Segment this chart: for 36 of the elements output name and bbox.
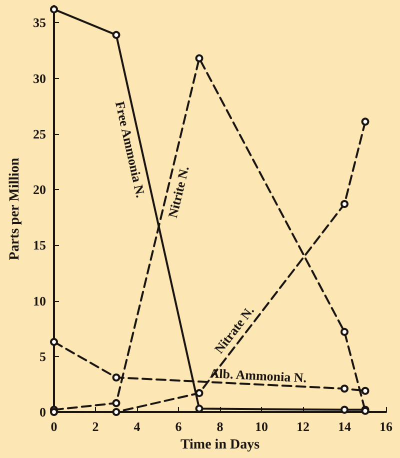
point <box>50 408 58 416</box>
point <box>50 338 58 346</box>
x-tick-label: 0 <box>50 419 58 434</box>
point <box>112 374 120 382</box>
point <box>361 386 370 395</box>
x-tick-label: 4 <box>134 419 141 434</box>
point <box>340 328 348 336</box>
x-tick-label: 6 <box>175 419 182 434</box>
point <box>340 406 348 414</box>
point <box>112 30 120 39</box>
x-axis-title: Time in Days <box>180 437 260 452</box>
point <box>195 54 204 62</box>
point <box>361 118 370 126</box>
y-tick-label: 20 <box>33 182 46 198</box>
y-tick-label: 10 <box>33 293 46 308</box>
point <box>195 389 204 398</box>
text: Nitrite N. <box>164 164 192 220</box>
x-tick-label: 12 <box>296 419 310 434</box>
y-tick-label: 15 <box>33 238 46 253</box>
x-tick-label: 8 <box>216 419 224 434</box>
y-axis-title: Parts per Million <box>8 158 22 260</box>
y-tick-label: 5 <box>40 348 46 364</box>
x-tick-label: 16 <box>380 419 393 434</box>
y-tick-label: 30 <box>33 70 46 86</box>
point <box>50 5 58 14</box>
text: Free Ammonia N. <box>112 100 148 199</box>
x-tick-label: 2 <box>92 419 99 434</box>
x-tick-label: 14 <box>338 419 352 434</box>
y-tick-label: 25 <box>33 126 46 142</box>
x-tick-label: 10 <box>255 419 268 434</box>
point <box>340 384 348 393</box>
y-tick-label: 35 <box>33 15 46 30</box>
point <box>340 200 348 208</box>
y-tick-label: 0 <box>40 404 46 420</box>
point <box>112 399 120 408</box>
point <box>112 408 120 416</box>
